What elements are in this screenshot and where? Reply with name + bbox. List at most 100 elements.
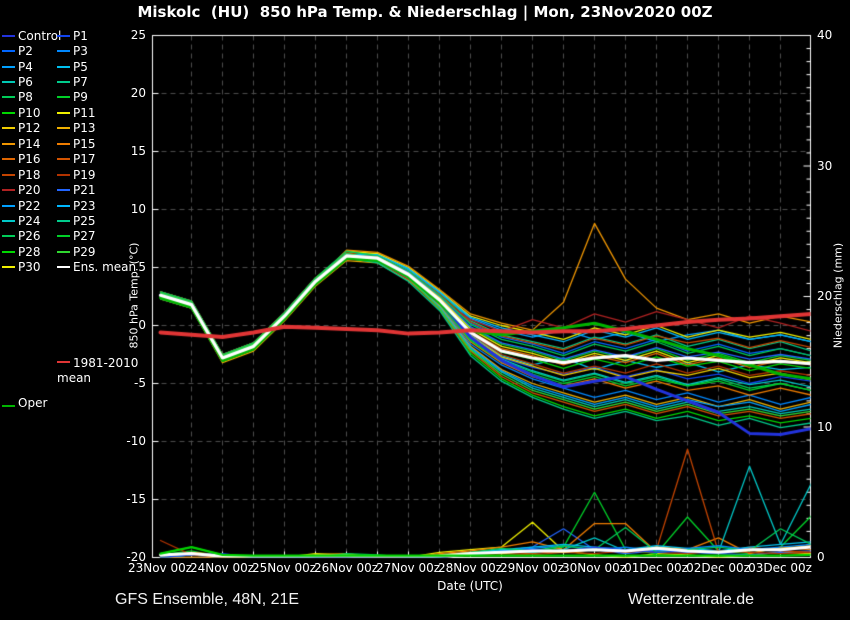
legend-label: P30 (18, 260, 41, 275)
legend-item: P29 (57, 244, 142, 259)
legend-swatch (2, 127, 15, 130)
legend-label: P7 (73, 75, 88, 90)
legend-swatch (2, 189, 15, 192)
legend-item: P19 (57, 167, 142, 182)
legend-item: P30 (2, 260, 57, 275)
legend-swatch (2, 235, 15, 238)
legend-swatch (57, 65, 70, 68)
legend-swatch (57, 250, 70, 253)
legend-label: P22 (18, 198, 41, 213)
legend-swatch (2, 34, 15, 37)
legend-swatch (2, 81, 15, 84)
legend-label: P4 (18, 59, 33, 74)
legend-label: Control (18, 28, 62, 43)
legend-label: 1981-2010 mean (57, 356, 139, 385)
legend-label: P6 (18, 75, 33, 90)
legend-label: P28 (18, 244, 41, 259)
legend-label: Oper (18, 396, 48, 410)
legend-label: P10 (18, 105, 41, 120)
footer-site-name: Wetterzentrale.de (628, 591, 754, 608)
legend-item: P27 (57, 229, 142, 244)
legend-item: P10 (2, 105, 57, 120)
legend-item: P28 (2, 244, 57, 259)
legend-swatch (57, 50, 70, 53)
legend-label: P23 (73, 198, 96, 213)
legend-item: Control (2, 28, 61, 43)
legend-label: P25 (73, 213, 96, 228)
legend-swatch (57, 361, 70, 363)
legend-item: P24 (2, 213, 57, 228)
legend-item-oper: Oper (2, 396, 47, 410)
y-axis-label-left: 850 hPa Temp. (°C) (127, 242, 141, 349)
legend-label: P2 (18, 44, 33, 59)
legend-label: P29 (73, 244, 96, 259)
legend-label: P20 (18, 183, 41, 198)
legend-item: P7 (57, 74, 142, 89)
legend-item: P8 (2, 90, 57, 105)
legend-swatch (57, 189, 70, 192)
legend-item: P26 (2, 229, 57, 244)
legend-swatch (57, 158, 70, 161)
legend-item: P22 (2, 198, 57, 213)
legend-item: P12 (2, 121, 57, 136)
legend-label: Ens. mean (73, 260, 137, 275)
legend-label: P8 (18, 90, 33, 105)
legend-swatch (57, 173, 70, 176)
legend-label: P14 (18, 136, 41, 151)
legend-swatch (2, 204, 15, 207)
legend-item: P20 (2, 182, 57, 197)
legend-swatch (57, 204, 70, 207)
legend-swatch (57, 142, 70, 145)
footer-model-info: GFS Ensemble, 48N, 21E (115, 591, 300, 608)
legend-swatch (2, 142, 15, 145)
legend-item: P25 (57, 213, 142, 228)
legend-label: P9 (73, 90, 88, 105)
legend-label: P18 (18, 167, 41, 182)
legend-label: P3 (73, 44, 88, 59)
legend-item: P13 (57, 121, 142, 136)
legend-swatch (2, 250, 15, 253)
legend-swatch (57, 219, 70, 222)
legend-swatch (57, 96, 70, 99)
legend-swatch (2, 158, 15, 161)
legend-label: P13 (73, 121, 96, 136)
legend-item: Ens. mean (57, 260, 142, 275)
legend-item: P1 (57, 28, 142, 43)
legend-label: P26 (18, 229, 41, 244)
legend-label: P16 (18, 152, 41, 167)
x-axis-label: Date (UTC) (437, 579, 503, 593)
legend-swatch (2, 111, 15, 114)
legend-label: P12 (18, 121, 41, 136)
legend-swatch (2, 65, 15, 68)
legend-item: P2 (2, 43, 57, 58)
legend-item: P18 (2, 167, 57, 182)
legend-label: P27 (73, 229, 96, 244)
legend-label: P15 (73, 136, 96, 151)
legend-swatch (57, 111, 70, 114)
legend-swatch (57, 235, 70, 238)
legend-items: Control P1 P2 P3 P4 P5 P6 P7 P8 P9 P10 P11 P12 P13 P14… (2, 28, 142, 275)
legend-label: P17 (73, 152, 96, 167)
legend-item: P15 (57, 136, 142, 151)
legend-item: P16 (2, 152, 57, 167)
legend-label: P24 (18, 213, 41, 228)
legend-item: P17 (57, 152, 142, 167)
legend-swatch (57, 34, 70, 37)
legend-item: P6 (2, 74, 57, 89)
legend-item: P3 (57, 43, 142, 58)
legend-label: P19 (73, 167, 96, 182)
legend-item: P14 (2, 136, 57, 151)
legend-item: P23 (57, 198, 142, 213)
legend-swatch (2, 96, 15, 99)
legend-swatch (2, 173, 15, 176)
legend-item-climate-mean: 1981-2010 mean (57, 356, 149, 386)
legend-label: P11 (73, 105, 96, 120)
y-axis-label-right: Niederschlag (mm) (831, 242, 845, 349)
legend-swatch (2, 266, 15, 269)
legend-swatch (2, 219, 15, 222)
legend-item: P5 (57, 59, 142, 74)
legend-item: P4 (2, 59, 57, 74)
legend-swatch (57, 266, 70, 269)
